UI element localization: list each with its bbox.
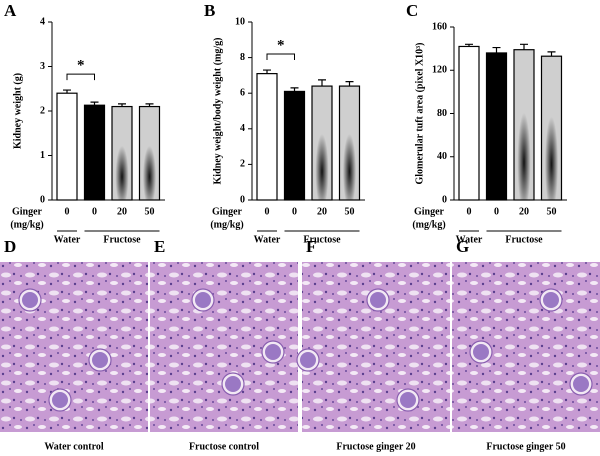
x-tick-label: 50 [345,206,355,217]
y-tick-label: 4 [240,123,245,134]
y-tick-label: 2 [240,159,245,170]
x-tick-label: 20 [519,206,529,217]
glomerulus-tuft [543,292,559,308]
panel-caption: Fructose ginger 50 [486,441,565,452]
bar [485,52,508,201]
y-tick-label: 80 [437,108,447,119]
error-bar [145,103,154,107]
glomerulus-tuft [573,376,589,392]
error-bar [547,51,556,57]
glomerulus-tuft [300,352,316,368]
y-tick-label: 120 [432,65,447,76]
bar [56,92,78,201]
significance-mark: * [77,58,85,74]
y-tick-label: 0 [40,194,45,205]
error-bar [90,101,99,106]
error-bar [465,43,473,47]
glomerulus-tuft [400,392,416,408]
x-axis-label: (mg/kg) [412,219,445,230]
y-tick-label: 160 [432,21,447,32]
glomerulus-tuft [52,392,68,408]
x-axis-label: Ginger [12,206,43,217]
group-label: Fructose [505,234,543,245]
bar [311,85,333,201]
y-tick-label: 2 [40,105,45,116]
panel-letter: F [306,237,316,256]
glomerulus-tuft [265,344,281,360]
x-tick-label: 0 [65,206,70,217]
bar [458,45,480,201]
x-tick-label: 50 [547,206,557,217]
x-tick-label: 20 [117,206,127,217]
bar [283,90,306,201]
x-tick-label: 0 [494,206,499,217]
error-bar [520,43,528,50]
x-axis-label: Ginger [212,206,243,217]
x-axis-label: (mg/kg) [210,219,243,230]
significance-bracket [66,73,95,81]
group-label: Water [254,234,281,245]
glomerulus-tuft [195,292,211,308]
group-label: Fructose [303,234,341,245]
histology-image [302,262,450,432]
significance-mark: * [277,37,285,53]
panel-letter: A [4,1,17,20]
bar [513,49,535,201]
error-bar [492,46,501,53]
glomerulus-tuft [370,292,386,308]
y-axis-label: Glomerular tuft area (pixel X10³) [414,42,425,184]
y-tick-label: 40 [437,151,447,162]
histology-image [0,262,148,432]
y-axis-label: Kidney weight/body weight (mg/g) [212,38,223,185]
panel-caption: Water control [44,441,104,452]
error-bar [118,103,126,107]
y-tick-label: 1 [40,150,45,161]
glomerulus-tuft [473,344,489,360]
panel-caption: Fructose ginger 20 [336,441,415,452]
x-axis-label: (mg/kg) [10,219,43,230]
bar [83,104,106,201]
error-bar [345,81,354,87]
significance-bracket [266,53,295,61]
y-tick-label: 0 [442,194,447,205]
x-tick-label: 20 [317,206,327,217]
group-label: Water [456,234,483,245]
y-axis-label: Kidney weight (g) [12,73,23,149]
bar [111,105,133,201]
x-tick-label: 50 [145,206,155,217]
x-tick-label: 0 [467,206,472,217]
glomerulus-tuft [92,352,108,368]
y-tick-label: 3 [40,61,45,72]
group-label: Fructose [103,234,141,245]
y-tick-label: 6 [240,87,245,98]
error-bar [318,79,326,87]
y-tick-label: 0 [240,194,245,205]
bar [256,73,278,201]
bar [338,85,361,201]
panel-caption: Fructose control [189,441,259,452]
x-tick-label: 0 [292,206,297,217]
panel-letter: G [456,237,469,256]
panel-letter: D [4,237,16,256]
y-tick-label: 4 [40,16,45,27]
error-bar [63,89,71,94]
error-bar [290,87,299,92]
bar [138,105,161,201]
group-label: Water [54,234,81,245]
error-bar [263,69,271,74]
panel-letter: C [406,1,418,20]
bar [540,55,563,201]
glomerulus-tuft [22,292,38,308]
y-tick-label: 8 [240,52,245,63]
panel-letter: B [204,1,215,20]
x-tick-label: 0 [92,206,97,217]
x-tick-label: 0 [265,206,270,217]
glomerulus-tuft [225,376,241,392]
x-axis-label: Ginger [414,206,445,217]
y-tick-label: 10 [235,16,245,27]
panel-letter: E [154,237,165,256]
